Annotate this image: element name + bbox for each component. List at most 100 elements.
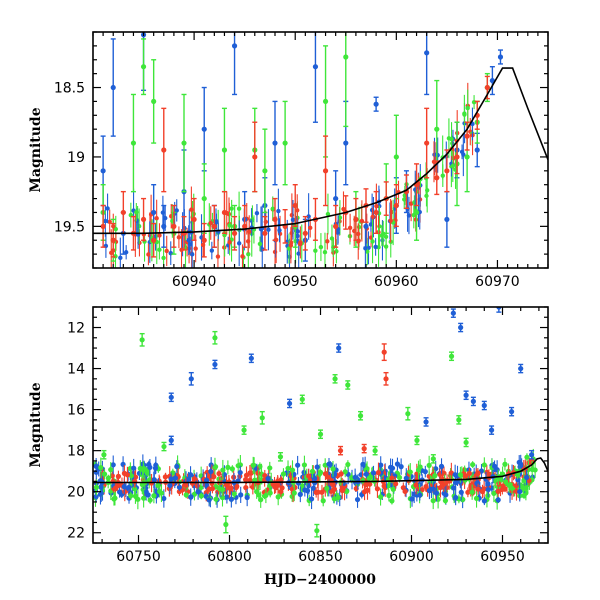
data-point-green — [314, 523, 320, 538]
data-point-green — [332, 374, 338, 384]
baseline-observation-green — [342, 466, 348, 478]
baseline-observation-green — [141, 488, 147, 508]
baseline-observation-blue — [228, 491, 234, 508]
baseline-observation-blue — [187, 466, 194, 484]
data-point-red — [337, 445, 344, 456]
baseline-observation-green — [320, 495, 326, 507]
baseline-observation-green — [449, 122, 454, 156]
top-model-curve — [93, 67, 548, 235]
y-tick-label: 12 — [67, 321, 85, 337]
baseline-observation-blue — [398, 458, 404, 475]
data-point-blue — [481, 400, 487, 411]
baseline-observation-blue — [491, 460, 498, 473]
data-point-blue — [168, 435, 174, 446]
baseline-observation-blue — [335, 220, 341, 245]
bottom-model-curve — [93, 457, 548, 484]
baseline-observation-green — [220, 459, 226, 481]
data-point-green — [372, 445, 378, 456]
data-point-blue — [336, 343, 342, 353]
bottom-plot-frame — [92, 306, 549, 544]
baseline-observation-red — [295, 194, 300, 227]
baseline-observation-blue — [352, 468, 358, 486]
baseline-observation-red — [227, 234, 232, 251]
data-point-blue — [110, 38, 116, 137]
data-point-green — [212, 330, 218, 345]
bottom-x-axis-label: HJD−2400000 — [264, 572, 376, 588]
data-point-green — [161, 441, 167, 452]
data-point-red — [161, 107, 167, 193]
data-point-red — [381, 343, 387, 362]
baseline-observation-blue — [370, 465, 377, 480]
baseline-observation-blue — [481, 496, 487, 506]
data-point-red — [110, 222, 116, 258]
data-point-red — [262, 215, 268, 251]
data-point-blue — [470, 396, 476, 407]
data-point-green — [221, 107, 228, 193]
baseline-observation-green — [502, 457, 508, 471]
baseline-observation-red — [215, 238, 221, 268]
baseline-observation-red — [322, 467, 329, 481]
baseline-observation-green — [213, 493, 219, 505]
data-point-green — [140, 38, 147, 96]
data-point-green — [139, 332, 145, 347]
baseline-observation-green — [144, 469, 150, 477]
baseline-observation-red — [183, 477, 189, 493]
data-point-blue — [529, 449, 535, 460]
baseline-observation-blue — [394, 457, 401, 471]
baseline-observation-red — [413, 475, 419, 495]
baseline-observation-blue — [516, 455, 522, 470]
x-tick-label: 60960 — [374, 274, 419, 290]
data-point-blue — [458, 322, 464, 333]
y-tick-label: 22 — [67, 526, 85, 542]
baseline-observation-green — [286, 233, 292, 264]
baseline-observation-green — [98, 457, 104, 478]
baseline-observation-green — [426, 455, 432, 475]
baseline-observation-blue — [438, 458, 445, 475]
data-point-green — [241, 425, 247, 435]
data-point-green — [277, 452, 284, 462]
baseline-observation-green — [198, 492, 204, 500]
baseline-observation-blue — [458, 484, 464, 501]
baseline-observation-blue — [151, 469, 157, 490]
baseline-observation-blue — [327, 461, 333, 468]
data-point-red — [120, 190, 126, 234]
data-point-red — [434, 160, 440, 196]
data-point-blue — [248, 353, 254, 364]
baseline-observation-green — [254, 484, 260, 499]
baseline-observation-red — [109, 229, 114, 268]
baseline-observation-green — [270, 196, 275, 222]
baseline-observation-red — [495, 484, 501, 499]
baseline-observation-green — [263, 487, 269, 504]
baseline-observation-green — [377, 488, 384, 506]
baseline-observation-red — [208, 206, 213, 240]
data-point-red — [393, 184, 399, 228]
y-tick-label: 19 — [67, 150, 85, 166]
baseline-observation-red — [275, 476, 281, 495]
baseline-observation-green — [147, 496, 153, 504]
baseline-observation-green — [519, 481, 525, 493]
baseline-observation-green — [157, 240, 162, 260]
baseline-observation-blue — [195, 483, 201, 500]
baseline-observation-red — [176, 226, 182, 249]
baseline-observation-blue — [209, 241, 215, 260]
baseline-observation-green — [469, 484, 475, 500]
baseline-observation-blue — [306, 193, 311, 240]
baseline-observation-red — [375, 462, 382, 483]
data-point-green — [259, 410, 265, 425]
data-point-red — [242, 204, 248, 248]
data-point-blue — [201, 86, 207, 172]
baseline-observation-blue — [403, 468, 409, 489]
baseline-observation-green — [509, 482, 515, 494]
data-point-green — [282, 100, 288, 186]
baseline-observation-blue — [244, 488, 250, 507]
y-tick-label: 18 — [67, 444, 85, 460]
data-point-blue — [231, 32, 238, 96]
baseline-observation-blue — [422, 465, 428, 478]
baseline-observation-green — [335, 492, 341, 503]
data-point-red — [151, 222, 157, 258]
data-point-green — [357, 410, 364, 421]
baseline-observation-blue — [524, 469, 530, 486]
data-point-red — [383, 371, 389, 386]
baseline-observation-green — [325, 193, 331, 235]
baseline-observation-green — [291, 484, 297, 502]
